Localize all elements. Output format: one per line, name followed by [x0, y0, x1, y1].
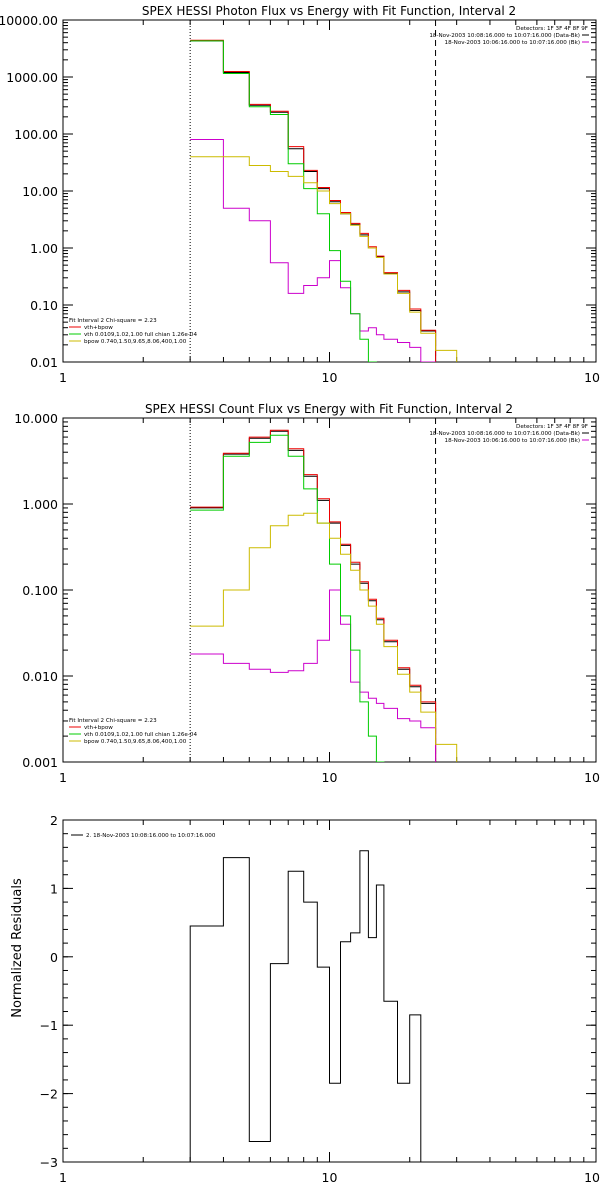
y-tick-label: 1000.00: [6, 70, 58, 85]
legend-entry-label: vth+bpow: [84, 325, 113, 331]
x-tick-label: 100: [584, 770, 600, 785]
y-tick-label: 0.001: [22, 755, 58, 770]
series-line-bpow: [190, 512, 458, 762]
y-tick-label: 1.00: [30, 241, 58, 256]
y-tick-label: 100.00: [14, 127, 58, 142]
y-tick-label: 0.10: [30, 298, 58, 313]
y-tick-label: 10.000: [14, 411, 58, 426]
x-tick-label: 1: [59, 370, 67, 385]
count-flux-panel: SPEX HESSI Count Flux vs Energy with Fit…: [14, 402, 600, 785]
legend-entry-label: vth+bpow: [84, 725, 113, 731]
y-tick-label: 1.000: [22, 497, 58, 512]
legend-entry-label: bpow 0.740,1.50,9.65,8.06,400,1.00: [84, 739, 187, 745]
legend-entry-label: 18-Nov-2003 10:06:16.000 to 10:07:16.000…: [445, 438, 580, 444]
series-line-data: [189, 850, 436, 1162]
photon-flux-title: SPEX HESSI Photon Flux vs Energy with Fi…: [142, 4, 516, 18]
series-line-fit-total: [190, 39, 437, 362]
y-tick-label: 10.00: [22, 184, 58, 199]
series-line-data: [190, 430, 437, 762]
y-tick-label: −1: [40, 1018, 58, 1033]
count-flux-title: SPEX HESSI Count Flux vs Energy with Fit…: [145, 402, 513, 416]
y-tick-label: 10000.00: [0, 13, 58, 28]
legend-entry-label: 18-Nov-2003 10:08:16.000 to 10:07:16.000…: [429, 33, 580, 39]
series-line-fit-total: [190, 429, 437, 762]
legend-entry-label: vth 0.0109,1.02,1.00 full chian 1.26e-04: [84, 732, 197, 738]
series-line-background: [190, 139, 437, 362]
series-line-data: [190, 40, 437, 362]
x-tick-label: 10: [322, 1170, 338, 1185]
legend-entry-label: 18-Nov-2003 10:08:16.000 to 10:07:16.000…: [429, 431, 580, 437]
photon-flux-panel: SPEX HESSI Photon Flux vs Energy with Fi…: [0, 4, 600, 385]
legend-entry-label: 2. 18-Nov-2003 10:08:16.000 to 10:07:16.…: [86, 833, 216, 839]
x-tick-label: 1: [59, 1170, 67, 1185]
legend-fit-header: Fit Interval 2 Chi-square = 2.23: [69, 718, 157, 724]
legend-fit-header: Fit Interval 2 Chi-square = 2.23: [69, 318, 157, 324]
legend-entry-label: bpow 0.740,1.50,9.65,8.06,400,1.00: [84, 339, 187, 345]
series-group: [190, 39, 458, 362]
y-tick-label: 0.01: [30, 355, 58, 370]
series-line-vth: [190, 434, 385, 762]
legend-entry-label: vth 0.0109,1.02,1.00 full chian 1.26e-04: [84, 332, 197, 338]
legend-entry-label: 18-Nov-2003 10:06:16.000 to 10:07:16.000…: [445, 40, 580, 46]
y-tick-label: −2: [40, 1087, 58, 1102]
x-tick-label: 10: [322, 770, 338, 785]
series-line-background: [190, 589, 437, 762]
y-tick-label: −3: [40, 1155, 58, 1170]
series-group: [189, 850, 436, 1162]
y-tick-label: 0.010: [22, 669, 58, 684]
x-tick-label: 100: [584, 370, 600, 385]
x-tick-label: 1: [59, 770, 67, 785]
y-tick-label: 2: [50, 813, 58, 828]
x-tick-label: 10: [322, 370, 338, 385]
residuals-panel: Normalized Residuals 1 10 100 −3 −2 −1 0 1 2 2. 1…: [10, 813, 600, 1185]
legend-detectors-header: Detectors: 1F 3F 4F 8F 9F: [516, 26, 588, 32]
y-tick-label: 0.100: [22, 583, 58, 598]
y-tick-label: 0: [50, 950, 58, 965]
series-group: [190, 429, 458, 762]
series-line-vth: [190, 40, 377, 362]
series-line-bpow: [190, 156, 458, 362]
residuals-y-axis-label: Normalized Residuals: [10, 878, 25, 1018]
y-tick-label: 1: [50, 881, 58, 896]
x-tick-label: 100: [584, 1170, 600, 1185]
legend-detectors-header: Detectors: 1F 3F 4F 8F 9F: [516, 424, 588, 430]
